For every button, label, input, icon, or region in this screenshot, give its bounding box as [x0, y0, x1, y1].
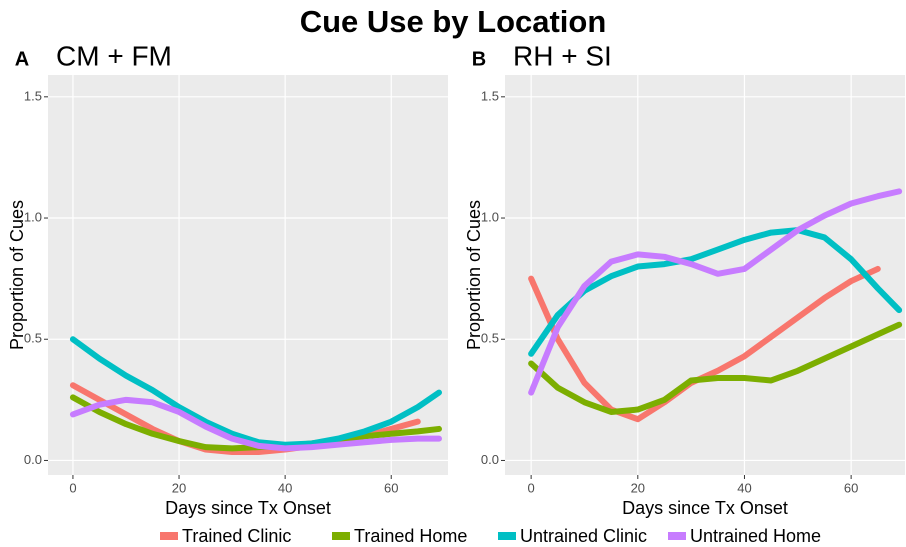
y-tick-label: 0.5: [481, 331, 499, 346]
legend-label: Trained Home: [354, 526, 467, 546]
x-tick-label: 20: [172, 480, 186, 495]
series-line: [69, 336, 442, 448]
legend-swatch: [668, 532, 686, 540]
x-tick-label: 60: [384, 480, 398, 495]
x-tick-label: 60: [844, 480, 858, 495]
y-tick-label: 1.5: [24, 88, 42, 103]
figure-title: Cue Use by Location: [300, 4, 607, 39]
y-tick-label: 0.0: [481, 452, 499, 467]
x-tick-label: 40: [278, 480, 292, 495]
legend-swatch: [160, 532, 178, 540]
panel-title: CM + FM: [56, 40, 172, 71]
series-line: [69, 396, 442, 452]
y-tick-label: 1.0: [481, 209, 499, 224]
y-axis-label: Proportion of Cues: [7, 200, 27, 350]
y-axis-label: Proportion of Cues: [464, 200, 484, 350]
x-tick-label: 0: [528, 480, 535, 495]
y-tick-label: 0.0: [24, 452, 42, 467]
x-tick-label: 0: [69, 480, 76, 495]
legend-label: Untrained Home: [690, 526, 821, 546]
series-line: [528, 188, 903, 396]
panel-label: B: [472, 48, 486, 70]
x-axis-label: Days since Tx Onset: [165, 498, 331, 518]
y-tick-label: 1.0: [24, 209, 42, 224]
panel-title: RH + SI: [513, 40, 612, 71]
series-line: [528, 321, 903, 415]
plot-background: [505, 75, 905, 475]
legend-label: Trained Clinic: [182, 526, 291, 546]
x-tick-label: 20: [631, 480, 645, 495]
legend-swatch: [332, 532, 350, 540]
panel-label: A: [15, 48, 29, 70]
y-tick-label: 1.5: [481, 88, 499, 103]
x-axis-label: Days since Tx Onset: [622, 498, 788, 518]
legend-swatch: [498, 532, 516, 540]
y-tick-label: 0.5: [24, 331, 42, 346]
legend-label: Untrained Clinic: [520, 526, 647, 546]
series-line: [528, 227, 903, 357]
x-tick-label: 40: [737, 480, 751, 495]
